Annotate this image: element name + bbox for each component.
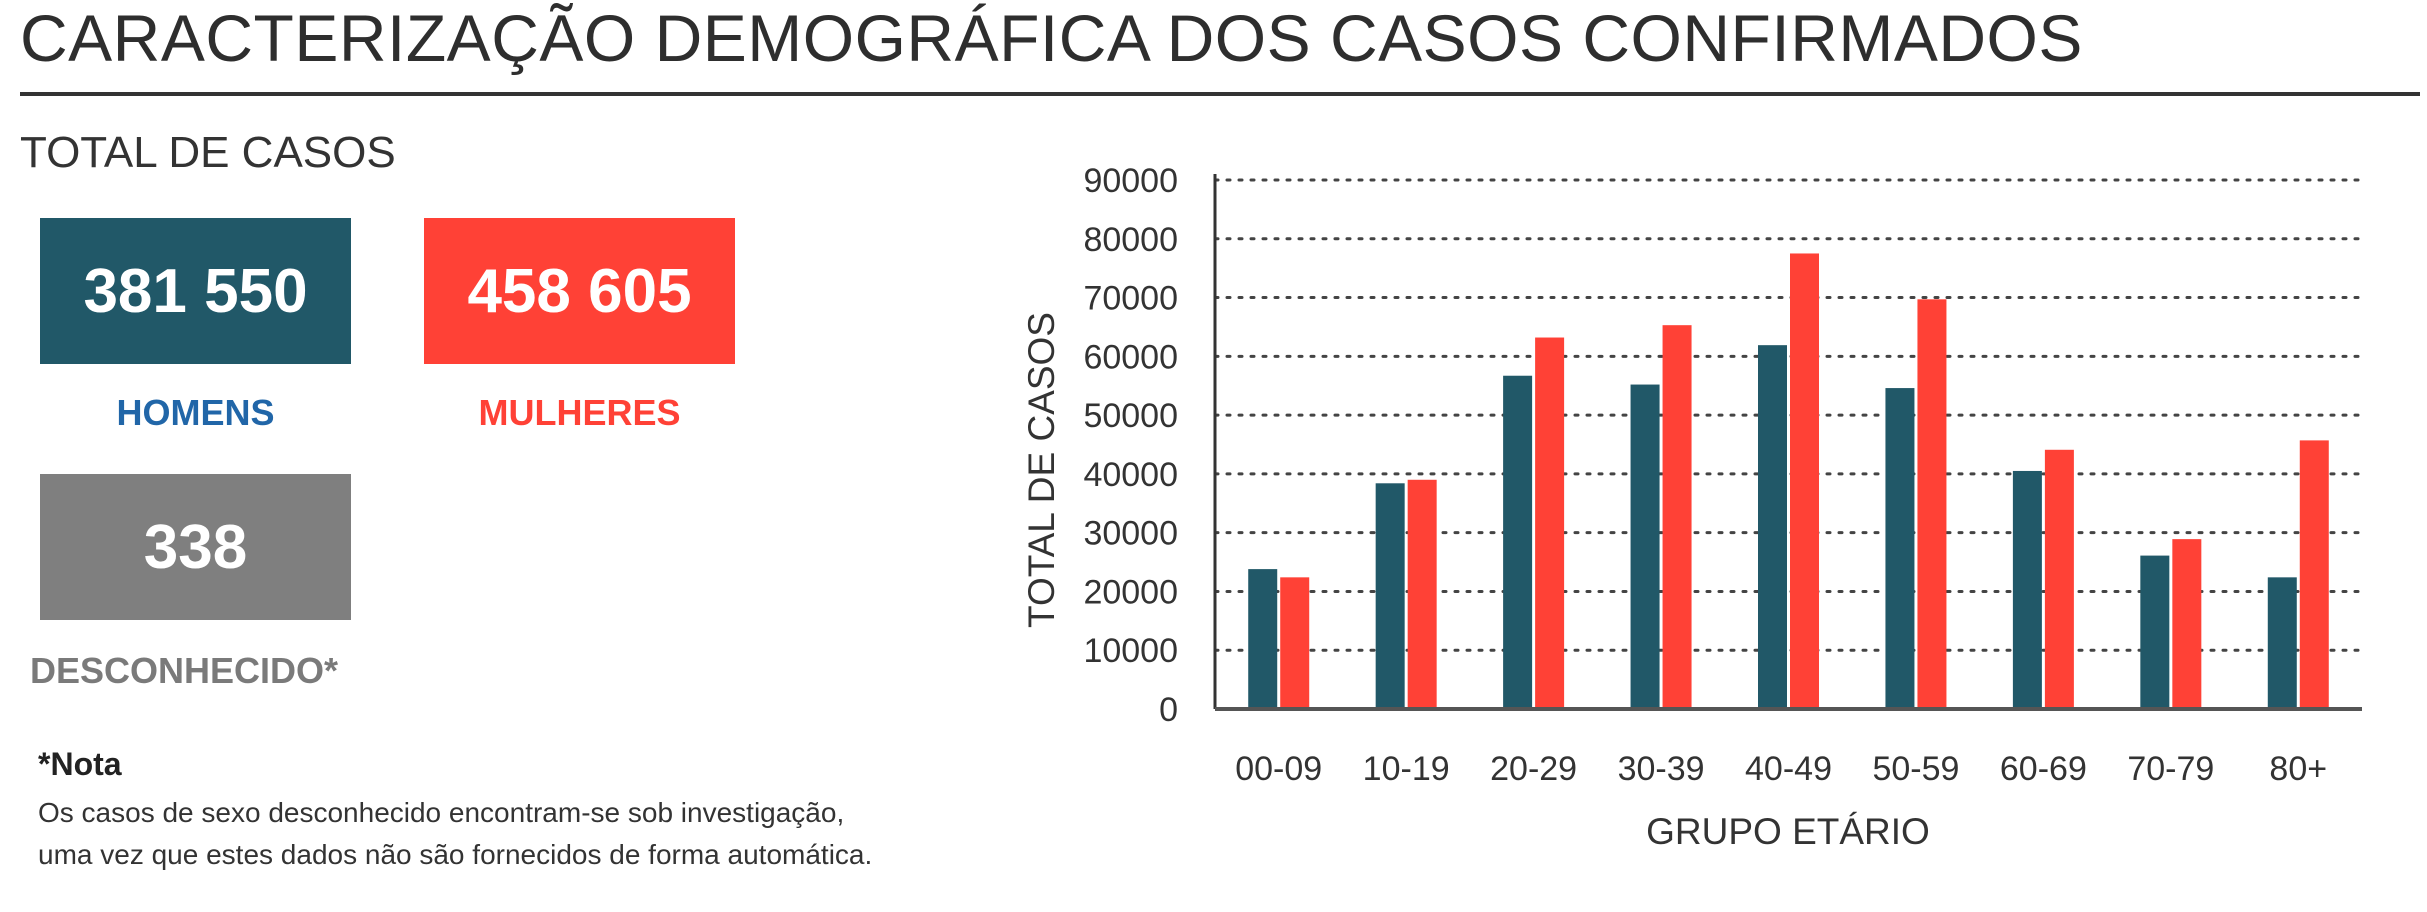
x-tick-label: 10-19 xyxy=(1363,750,1450,788)
bar-men xyxy=(1630,384,1660,709)
unknown-total-label: DESCONHECIDO* xyxy=(30,650,339,691)
y-tick-label: 20000 xyxy=(1083,573,1178,611)
x-tick-label: 60-69 xyxy=(2000,750,2087,788)
x-tick-label: 20-29 xyxy=(1490,750,1577,788)
y-tick-label: 40000 xyxy=(1083,456,1178,494)
women-total-label: MULHERES xyxy=(478,392,681,433)
note-line-2: uma vez que estes dados não são fornecid… xyxy=(38,839,873,870)
title-divider xyxy=(20,92,2420,96)
note-line-1: Os casos de sexo desconhecido encontram-… xyxy=(38,797,845,828)
women-total-card: 458 605 xyxy=(424,218,735,364)
bar-women xyxy=(1280,577,1310,709)
chart-axes xyxy=(1213,174,2362,711)
bar-women xyxy=(1917,299,1947,709)
bar-women xyxy=(1662,325,1692,709)
bar-women xyxy=(1790,253,1819,709)
bar-women xyxy=(1407,479,1437,709)
bar-men xyxy=(2267,577,2297,709)
x-tick-label: 70-79 xyxy=(2127,750,2214,788)
y-tick-label: 0 xyxy=(1159,691,1178,729)
x-tick-label: 00-09 xyxy=(1235,750,1322,788)
y-axis-title: TOTAL DE CASOS xyxy=(1021,312,1062,628)
unknown-total-value: 338 xyxy=(143,512,248,582)
unknown-total-card: 338 xyxy=(40,474,351,620)
bar-men xyxy=(1375,483,1405,709)
bar-men xyxy=(1248,569,1278,709)
bar-women xyxy=(2172,539,2202,709)
chart-bars xyxy=(1248,253,2329,709)
bar-men xyxy=(1885,388,1915,709)
x-tick-label: 80+ xyxy=(2269,750,2327,788)
y-tick-label: 60000 xyxy=(1083,338,1178,376)
x-tick-label: 30-39 xyxy=(1618,750,1705,788)
note-text: Os casos de sexo desconhecido encontram-… xyxy=(38,792,1018,876)
women-total-value: 458 605 xyxy=(467,256,692,326)
y-tick-label: 30000 xyxy=(1083,515,1178,553)
y-tick-label: 90000 xyxy=(1083,162,1178,200)
y-tick-label: 70000 xyxy=(1083,280,1178,318)
bar-men xyxy=(1758,345,1787,709)
chart-gridlines xyxy=(1213,178,2364,652)
bar-women xyxy=(1535,337,1565,709)
bar-men xyxy=(2012,470,2042,709)
y-tick-label: 80000 xyxy=(1083,221,1178,259)
bar-women xyxy=(2044,449,2074,709)
men-total-value: 381 550 xyxy=(83,256,308,326)
y-tick-label: 10000 xyxy=(1083,632,1178,670)
men-total-card: 381 550 xyxy=(40,218,351,364)
note-title: *Nota xyxy=(38,746,122,782)
x-tick-label: 50-59 xyxy=(1872,750,1959,788)
page-title: CARACTERIZAÇÃO DEMOGRÁFICA DOS CASOS CON… xyxy=(20,1,2083,75)
men-total-label: HOMENS xyxy=(116,392,275,433)
x-tick-label: 40-49 xyxy=(1745,750,1832,788)
chart-labels: 0 10000 20000 30000 40000 50000 60000 70000 8000… xyxy=(1083,162,2327,788)
x-axis-title: GRUPO ETÁRIO xyxy=(1646,811,1930,852)
bar-men xyxy=(2140,555,2170,709)
y-tick-label: 50000 xyxy=(1083,397,1178,435)
bar-women xyxy=(2299,440,2329,709)
bar-men xyxy=(1503,375,1533,709)
total-cases-title: TOTAL DE CASOS xyxy=(20,128,396,177)
